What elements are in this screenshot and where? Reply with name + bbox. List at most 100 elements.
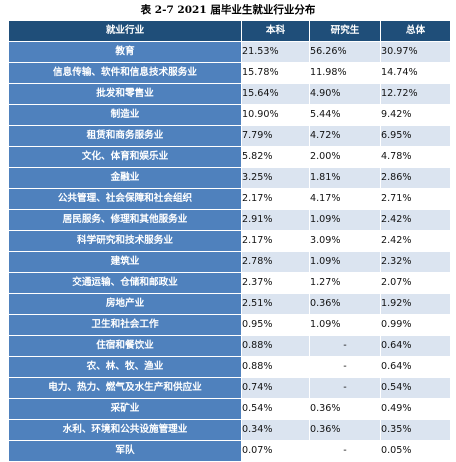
- table-row: 电力、热力、燃气及水生产和供应业 0.74% -0.54%: [8, 377, 451, 399]
- graduate-cell: 1.09%: [309, 209, 381, 231]
- industry-cell: 采矿业: [8, 398, 242, 420]
- graduate-cell: 5.44%: [309, 104, 381, 126]
- table-caption: 表 2-7 2021 届毕业生就业行业分布: [140, 4, 316, 16]
- overall-cell: 1.92%: [380, 293, 451, 315]
- bachelor-cell: 5.82%: [241, 146, 310, 168]
- graduate-cell: 1.27%: [309, 272, 381, 294]
- industry-cell: 农、林、牧、渔业: [8, 356, 242, 378]
- bachelor-cell: 2.78%: [241, 251, 310, 273]
- table-row: 信息传输、软件和信息技术服务业 15.78% 11.98% 14.74%: [8, 62, 451, 84]
- table-row: 建筑业 2.78% 1.09% 2.32%: [8, 251, 451, 273]
- overall-cell: 0.35%: [380, 419, 451, 441]
- overall-cell: 0.64%: [380, 356, 451, 378]
- graduate-cell: -: [309, 356, 381, 378]
- header-bachelor: 本科: [241, 20, 310, 42]
- table-row: 房地产业 2.51% 0.36% 1.92%: [8, 293, 451, 315]
- industry-cell: 房地产业: [8, 293, 242, 315]
- graduate-cell: 11.98%: [309, 62, 381, 84]
- graduate-cell: 0.36%: [309, 398, 381, 420]
- table-row: 制造业 10.90% 5.44% 9.42%: [8, 104, 451, 126]
- graduate-cell: -: [309, 335, 381, 357]
- overall-cell: 9.42%: [380, 104, 451, 126]
- table-row: 农、林、牧、渔业 0.88% -0.64%: [8, 356, 451, 378]
- industry-cell: 租赁和商务服务业: [8, 125, 242, 147]
- bachelor-cell: 2.17%: [241, 230, 310, 252]
- header-industry: 就业行业: [8, 20, 242, 42]
- industry-cell: 水利、环境和公共设施管理业: [8, 419, 242, 441]
- bachelor-cell: 15.78%: [241, 62, 310, 84]
- table-row: 交通运输、仓储和邮政业 2.37% 1.27% 2.07%: [8, 272, 451, 294]
- bachelor-cell: 21.53%: [241, 41, 310, 63]
- table-row: 军队 0.07% -0.05%: [8, 440, 451, 462]
- graduate-cell: 4.90%: [309, 83, 381, 105]
- graduate-cell: 0.36%: [309, 419, 381, 441]
- bachelor-cell: 7.79%: [241, 125, 310, 147]
- bachelor-cell: 0.88%: [241, 356, 310, 378]
- industry-cell: 军队: [8, 440, 242, 462]
- overall-cell: 2.42%: [380, 209, 451, 231]
- overall-cell: 0.54%: [380, 377, 451, 399]
- overall-cell: 2.86%: [380, 167, 451, 189]
- graduate-cell: 0.36%: [309, 293, 381, 315]
- table-row: 文化、体育和娱乐业 5.82% 2.00% 4.78%: [8, 146, 451, 168]
- industry-distribution-table: 就业行业 本科 研究生 总体 教育 21.53% 56.26% 30.97% 信息传输、…: [8, 20, 451, 462]
- bachelor-cell: 0.07%: [241, 440, 310, 462]
- industry-cell: 教育: [8, 41, 242, 63]
- industry-cell: 信息传输、软件和信息技术服务业: [8, 62, 242, 84]
- table-row: 水利、环境和公共设施管理业 0.34% 0.36% 0.35%: [8, 419, 451, 441]
- industry-cell: 文化、体育和娱乐业: [8, 146, 242, 168]
- graduate-cell: 4.17%: [309, 188, 381, 210]
- graduate-cell: 3.09%: [309, 230, 381, 252]
- graduate-cell: 56.26%: [309, 41, 381, 63]
- graduate-cell: 2.00%: [309, 146, 381, 168]
- industry-cell: 科学研究和技术服务业: [8, 230, 242, 252]
- header-overall: 总体: [380, 20, 451, 42]
- bachelor-cell: 3.25%: [241, 167, 310, 189]
- bachelor-cell: 0.88%: [241, 335, 310, 357]
- bachelor-cell: 0.95%: [241, 314, 310, 336]
- overall-cell: 2.32%: [380, 251, 451, 273]
- overall-cell: 0.49%: [380, 398, 451, 420]
- overall-cell: 2.07%: [380, 272, 451, 294]
- table-row: 教育 21.53% 56.26% 30.97%: [8, 41, 451, 63]
- industry-cell: 交通运输、仓储和邮政业: [8, 272, 242, 294]
- graduate-cell: -: [309, 377, 381, 399]
- graduate-cell: 1.09%: [309, 314, 381, 336]
- industry-cell: 居民服务、修理和其他服务业: [8, 209, 242, 231]
- industry-cell: 批发和零售业: [8, 83, 242, 105]
- table-row: 居民服务、修理和其他服务业 2.91% 1.09% 2.42%: [8, 209, 451, 231]
- header-row: 就业行业 本科 研究生 总体: [8, 20, 451, 42]
- graduate-cell: 4.72%: [309, 125, 381, 147]
- overall-cell: 0.64%: [380, 335, 451, 357]
- overall-cell: 0.99%: [380, 314, 451, 336]
- graduate-cell: -: [309, 440, 381, 462]
- industry-cell: 卫生和社会工作: [8, 314, 242, 336]
- industry-cell: 公共管理、社会保障和社会组织: [8, 188, 242, 210]
- table-row: 租赁和商务服务业 7.79% 4.72% 6.95%: [8, 125, 451, 147]
- overall-cell: 30.97%: [380, 41, 451, 63]
- table-row: 住宿和餐饮业 0.88% -0.64%: [8, 335, 451, 357]
- bachelor-cell: 2.91%: [241, 209, 310, 231]
- bachelor-cell: 2.37%: [241, 272, 310, 294]
- table-row: 批发和零售业 15.64% 4.90% 12.72%: [8, 83, 451, 105]
- bachelor-cell: 0.74%: [241, 377, 310, 399]
- graduate-cell: 1.81%: [309, 167, 381, 189]
- industry-cell: 金融业: [8, 167, 242, 189]
- bachelor-cell: 10.90%: [241, 104, 310, 126]
- industry-cell: 电力、热力、燃气及水生产和供应业: [8, 377, 242, 399]
- bachelor-cell: 0.54%: [241, 398, 310, 420]
- overall-cell: 0.05%: [380, 440, 451, 462]
- bachelor-cell: 2.51%: [241, 293, 310, 315]
- industry-cell: 住宿和餐饮业: [8, 335, 242, 357]
- overall-cell: 14.74%: [380, 62, 451, 84]
- overall-cell: 4.78%: [380, 146, 451, 168]
- bachelor-cell: 0.34%: [241, 419, 310, 441]
- bachelor-cell: 2.17%: [241, 188, 310, 210]
- overall-cell: 6.95%: [380, 125, 451, 147]
- overall-cell: 2.71%: [380, 188, 451, 210]
- overall-cell: 2.42%: [380, 230, 451, 252]
- graduate-cell: 1.09%: [309, 251, 381, 273]
- header-graduate: 研究生: [309, 20, 381, 42]
- table-row: 采矿业 0.54% 0.36% 0.49%: [8, 398, 451, 420]
- industry-cell: 建筑业: [8, 251, 242, 273]
